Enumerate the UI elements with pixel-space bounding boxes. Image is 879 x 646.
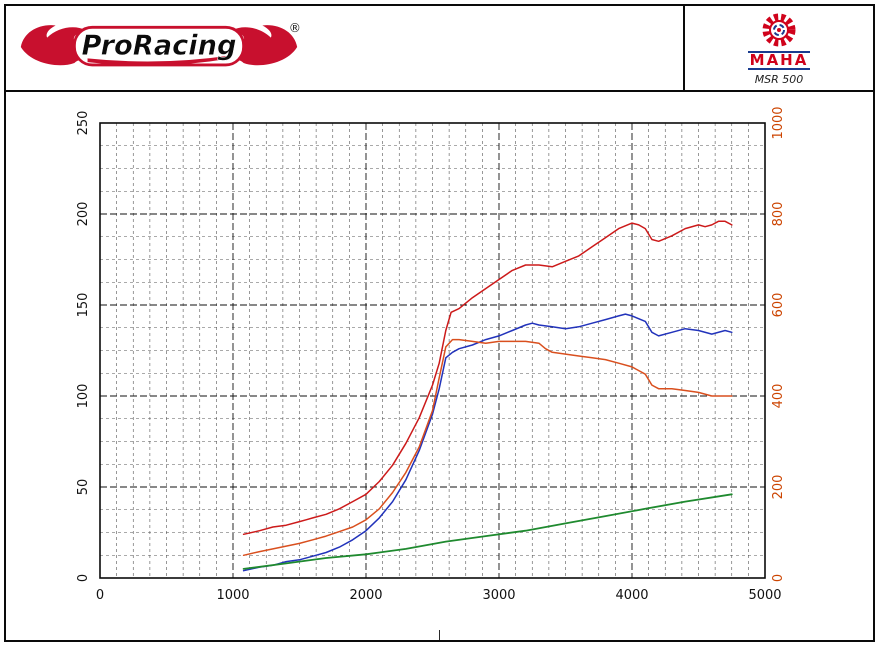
y-axis-right-labels: 0 200 400 600 800 1000 (771, 106, 786, 582)
svg-text:100: 100 (76, 384, 91, 409)
proracing-logo: ProRacing ® (6, 6, 683, 90)
series-green-curve (242, 493, 733, 570)
svg-text:250: 250 (76, 111, 91, 136)
svg-text:400: 400 (771, 384, 786, 409)
svg-text:50: 50 (76, 479, 91, 496)
grid-minor (100, 123, 765, 578)
svg-text:0: 0 (96, 588, 104, 603)
maha-logo-icon (762, 13, 796, 47)
dyno-chart-section: 0 1000 2000 3000 4000 5000 0 50 100 150 200 250 0 200… (6, 92, 873, 640)
svg-text:1000: 1000 (216, 588, 249, 603)
proracing-logo-graphic: ProRacing ® (20, 21, 300, 67)
svg-text:200: 200 (76, 202, 91, 227)
maha-wordmark: MAHA (747, 51, 811, 70)
svg-text:800: 800 (771, 202, 786, 227)
y-axis-left-labels: 0 50 100 150 200 250 (76, 111, 91, 583)
svg-text:1000: 1000 (771, 106, 786, 139)
device-model-label: MSR 500 (754, 73, 804, 86)
bottom-center-tick: | (437, 628, 442, 641)
maha-device-box: MAHA MSR 500 (683, 6, 873, 90)
svg-text:600: 600 (771, 293, 786, 318)
x-axis-labels: 0 1000 2000 3000 4000 5000 (96, 588, 782, 603)
dyno-report-page: ProRacing ® MAHA MSR 500 0 1000 2000 3000 40… (4, 4, 875, 642)
registered-mark: ® (289, 21, 300, 35)
svg-text:4000: 4000 (615, 588, 648, 603)
plot-border (99, 122, 766, 579)
series-red-upper-curve (242, 220, 733, 536)
svg-text:2000: 2000 (349, 588, 382, 603)
logo-swoosh (87, 55, 231, 66)
brand-name-text: ProRacing (81, 31, 236, 62)
svg-text:5000: 5000 (748, 588, 781, 603)
svg-text:200: 200 (771, 475, 786, 500)
svg-text:3000: 3000 (482, 588, 515, 603)
series-orange-torque-curve (242, 338, 733, 557)
svg-text:0: 0 (771, 574, 786, 582)
series-blue-curve (242, 313, 733, 572)
grid-major (100, 123, 765, 578)
dyno-chart: 0 1000 2000 3000 4000 5000 0 50 100 150 200 250 0 200… (76, 106, 786, 603)
svg-text:0: 0 (76, 574, 91, 582)
report-header: ProRacing ® MAHA MSR 500 (6, 6, 873, 92)
svg-text:150: 150 (76, 293, 91, 318)
